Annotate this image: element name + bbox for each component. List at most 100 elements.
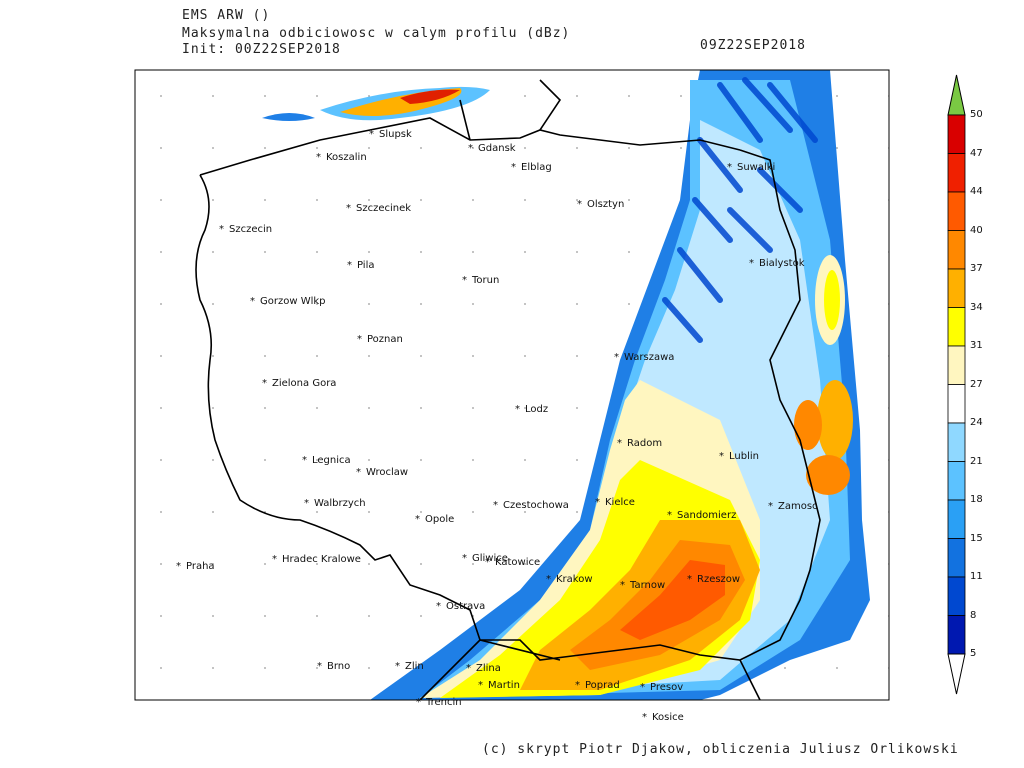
- map-title: Maksymalna odbiciowosc w calym profilu (…: [182, 26, 571, 41]
- city-marker-icon: *: [347, 260, 352, 271]
- city-marker-icon: *: [415, 514, 420, 525]
- city-label: Opole: [425, 514, 454, 525]
- city-marker-icon: *: [272, 554, 277, 565]
- city-tarnow: * Tarnow: [620, 580, 665, 591]
- city-marker-icon: *: [462, 275, 467, 286]
- colorbar-level-label: 15: [970, 532, 983, 544]
- city-gdansk: * Gdansk: [468, 143, 516, 154]
- city-label: Hradec Kralowe: [282, 554, 361, 565]
- city-szczecin: * Szczecin: [219, 224, 272, 235]
- city-label: Torun: [471, 275, 499, 286]
- colorbar-level-label: 37: [970, 263, 983, 274]
- city-label: Koszalin: [326, 152, 367, 163]
- city-marker-icon: *: [620, 580, 625, 591]
- city-marker-icon: *: [546, 574, 551, 585]
- city-martin: * Martin: [478, 680, 520, 691]
- city-label: Radom: [627, 438, 662, 449]
- city-kielce: * Kielce: [595, 497, 635, 508]
- city-label: Legnica: [312, 455, 351, 466]
- city-zielona-gora: * Zielona Gora: [262, 378, 336, 389]
- city-lublin: * Lublin: [719, 451, 759, 462]
- city-zamosc: * Zamosc: [768, 501, 818, 512]
- city-marker-icon: *: [614, 352, 619, 363]
- city-czestochowa: * Czestochowa: [493, 500, 569, 511]
- city-opole: * Opole: [415, 514, 454, 525]
- city-label: Gliwice: [472, 553, 508, 564]
- colorbar-swatch: [947, 538, 966, 578]
- city-label: Krakow: [556, 574, 593, 585]
- colorbar-level-label: 34: [970, 301, 983, 313]
- city-markers: * Slupsk * Gdansk * Koszalin * Elblag * Szczecine…: [176, 129, 818, 723]
- city-label: Gdansk: [478, 143, 516, 154]
- colorbar-swatch: [947, 191, 966, 231]
- city-poznan: * Poznan: [357, 334, 403, 345]
- reflectivity-field: [135, 70, 889, 700]
- city-marker-icon: *: [719, 451, 724, 462]
- city-label: Szczecinek: [356, 203, 411, 214]
- city-walbrzych: * Walbrzych: [304, 498, 366, 509]
- valid-time: 09Z22SEP2018: [700, 38, 806, 53]
- city-marker-icon: *: [687, 574, 692, 585]
- city-presov: * Presov: [640, 682, 683, 693]
- city-label: Pila: [357, 260, 375, 271]
- colorbar-swatch: [947, 345, 966, 385]
- colorbar-level-label: 8: [970, 609, 977, 621]
- city-label: Lodz: [525, 404, 548, 415]
- colorbar-under-arrow: [947, 653, 966, 695]
- city-szczecinek: * Szczecinek: [346, 203, 411, 214]
- city-marker-icon: *: [595, 497, 600, 508]
- city-marker-icon: *: [356, 467, 361, 478]
- colorbar-swatch: [947, 499, 966, 539]
- city-rzeszow: * Rzeszow: [687, 574, 740, 585]
- city-marker-icon: *: [511, 162, 516, 173]
- colorbar-swatch: [947, 268, 966, 308]
- city-marker-icon: *: [468, 143, 473, 154]
- city-label: Zamosc: [778, 501, 818, 512]
- city-label: Olsztyn: [587, 199, 624, 210]
- city-marker-icon: *: [250, 296, 255, 307]
- colorbar-swatch: [947, 153, 966, 193]
- city-label: Praha: [186, 561, 215, 572]
- city-marker-icon: *: [357, 334, 362, 345]
- colorbar-level-label: 27: [970, 378, 983, 390]
- city-marker-icon: *: [302, 455, 307, 466]
- city-marker-icon: *: [416, 697, 421, 708]
- city-label: Zlina: [476, 663, 501, 674]
- city-marker-icon: *: [462, 553, 467, 564]
- colorbar-level-label: 44: [970, 186, 983, 197]
- city-label: Warszawa: [624, 352, 674, 363]
- city-kosice: * Kosice: [642, 712, 684, 723]
- city-marker-icon: *: [176, 561, 181, 572]
- city-marker-icon: *: [577, 199, 582, 210]
- city-wroclaw: * Wroclaw: [356, 467, 408, 478]
- city-label: Trencin: [425, 697, 462, 708]
- city-label: Gorzow Wlkp: [260, 296, 326, 307]
- city-praha: * Praha: [176, 561, 215, 572]
- city-marker-icon: *: [304, 498, 309, 509]
- colorbar-swatch: [947, 461, 966, 501]
- city-marker-icon: *: [346, 203, 351, 214]
- city-label: Presov: [650, 682, 683, 693]
- country-borders: [195, 79, 821, 700]
- city-label: Kosice: [652, 712, 684, 723]
- city-marker-icon: *: [749, 258, 754, 269]
- city-label: Poprad: [585, 680, 620, 691]
- colorbar-over-arrow: [947, 74, 966, 116]
- city-marker-icon: *: [262, 378, 267, 389]
- city-olsztyn: * Olsztyn: [577, 199, 624, 210]
- city-label: Kielce: [605, 497, 635, 508]
- city-label: Martin: [488, 680, 520, 691]
- city-zlin: * Zlin: [395, 661, 424, 672]
- city-marker-icon: *: [316, 152, 321, 163]
- city-legnica: * Legnica: [302, 455, 351, 466]
- city-label: Lublin: [729, 451, 759, 462]
- colorbar-level-label: 5: [970, 648, 977, 659]
- colorbar: [947, 74, 966, 695]
- city-label: Elblag: [521, 162, 552, 173]
- model-label: EMS ARW (): [182, 8, 271, 23]
- map-frame: [134, 69, 890, 701]
- city-gliwice: * Gliwice: [462, 553, 508, 564]
- city-marker-icon: *: [768, 501, 773, 512]
- city-marker-icon: *: [317, 661, 322, 672]
- city-marker-icon: *: [478, 680, 483, 691]
